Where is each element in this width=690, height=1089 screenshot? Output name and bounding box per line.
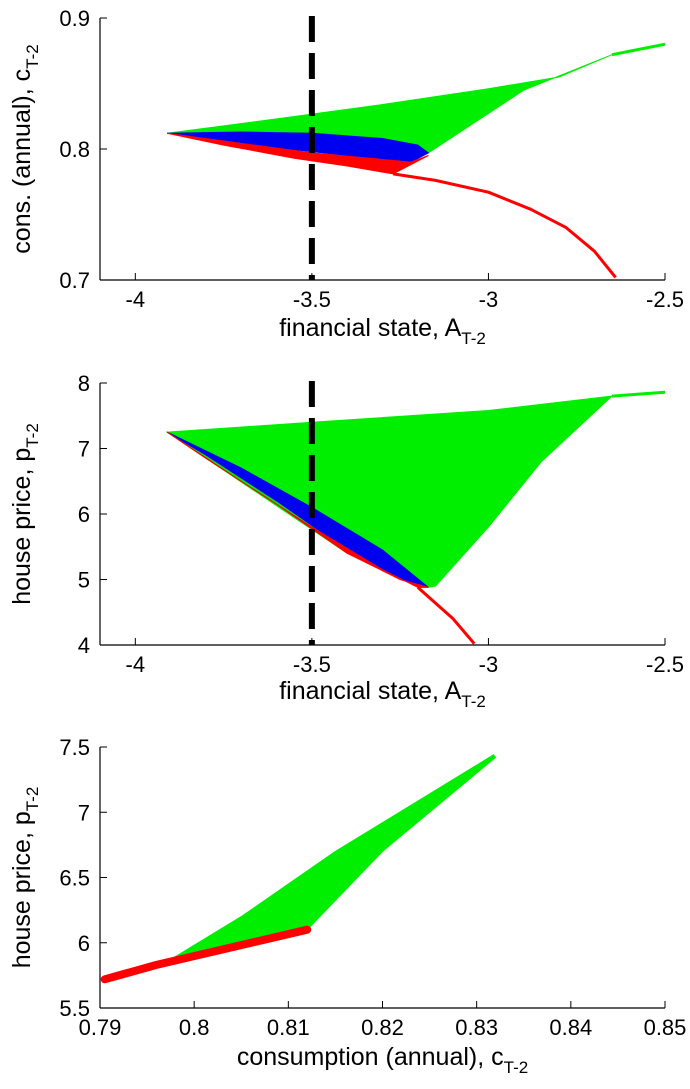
- x-tick-label: -3.5: [293, 287, 331, 312]
- chart-panel-2: -4 -3.5 -3 -2.5 4 5 6 7 8 financial state, AT-2 ho…: [8, 371, 684, 711]
- y-tick-label: 8: [78, 371, 90, 396]
- x-tick-label: -3.5: [293, 652, 331, 677]
- x-tick-label: -2.5: [646, 652, 684, 677]
- x-axis-label: consumption (annual), cT-2: [237, 1043, 528, 1077]
- y-tick-label: 6.5: [59, 866, 90, 891]
- x-tick-label: 0.8: [179, 1015, 210, 1040]
- x-tick-label: 0.81: [267, 1015, 310, 1040]
- x-tick-label: 0.82: [361, 1015, 404, 1040]
- y-tick-label: 7: [78, 800, 90, 825]
- chart-panel-3: 0.79 0.8 0.81 0.82 0.83 0.84 0.85 5.5 6 6.5 7 7.5 co…: [8, 735, 686, 1077]
- x-tick-label: 0.79: [79, 1015, 122, 1040]
- plot-area: [100, 754, 497, 984]
- red-region: [166, 431, 429, 588]
- y-tick-label: 6: [78, 502, 90, 527]
- y-tick-label: 0.8: [59, 137, 90, 162]
- plot-area: [166, 42, 665, 279]
- y-tick-label: 5.5: [59, 996, 90, 1021]
- x-axis-label: financial state, AT-2: [279, 677, 486, 711]
- x-tick-label: 0.85: [644, 1015, 687, 1040]
- y-tick-label: 0.9: [59, 6, 90, 31]
- y-tick-label: 7.5: [59, 735, 90, 760]
- x-tick-label: 0.83: [455, 1015, 498, 1040]
- green-curve: [611, 42, 665, 57]
- y-tick-label: 0.7: [59, 268, 90, 293]
- x-tick-label: -4: [126, 652, 146, 677]
- x-tick-label: -4: [126, 287, 146, 312]
- y-tick-label: 5: [78, 568, 90, 593]
- y-tick-label: 4: [78, 633, 90, 658]
- y-axis-label: cons. (annual), cT-2: [8, 44, 42, 253]
- y-tick-label: 7: [78, 437, 90, 462]
- y-tick-label: 6: [78, 931, 90, 956]
- x-axis-label: financial state, AT-2: [279, 314, 486, 348]
- chart-panel-1: -4 -3.5 -3 -2.5 0.7 0.8 0.9 financial state, AT…: [8, 6, 684, 348]
- y-axis-label: house price, pT-2: [8, 423, 42, 605]
- x-tick-label: -2.5: [646, 287, 684, 312]
- x-tick-label: -3: [479, 287, 499, 312]
- red-curve: [100, 925, 312, 984]
- green-region: [163, 754, 497, 965]
- y-axis-label: house price, pT-2: [8, 787, 42, 969]
- red-curve: [392, 172, 617, 279]
- x-tick-label: 0.84: [549, 1015, 592, 1040]
- green-curve: [611, 390, 665, 398]
- plot-area: [165, 390, 665, 645]
- x-tick-label: -3: [479, 652, 499, 677]
- red-curve: [416, 586, 476, 645]
